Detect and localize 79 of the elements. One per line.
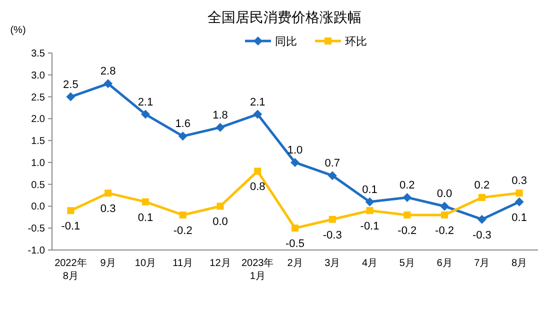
legend-label: 同比 xyxy=(275,35,297,48)
data-label: 0.3 xyxy=(512,175,527,188)
point xyxy=(292,224,298,232)
y-tick-label: 2.0 xyxy=(31,114,46,126)
x-tick-label: 8月 xyxy=(512,258,528,269)
y-axis-title: (%) xyxy=(10,25,26,36)
data-label: 0.1 xyxy=(138,212,154,224)
point xyxy=(178,132,188,141)
y-tick-label: 1.0 xyxy=(31,158,46,169)
point xyxy=(478,194,486,201)
y-tick-label: 2.5 xyxy=(31,92,46,104)
point xyxy=(365,197,374,206)
data-label: 0.8 xyxy=(250,181,266,194)
point xyxy=(440,202,450,211)
data-label: -0.5 xyxy=(286,238,304,250)
point xyxy=(142,198,149,206)
point xyxy=(328,171,337,180)
data-label: -0.2 xyxy=(435,224,454,237)
point xyxy=(404,211,411,218)
point xyxy=(290,158,300,167)
point xyxy=(477,214,486,224)
x-tick-label: 7月 xyxy=(474,258,490,269)
y-tick-label: 3.0 xyxy=(31,70,46,82)
data-label: 1.0 xyxy=(287,144,303,156)
data-label: -0.1 xyxy=(360,220,380,233)
data-label: 2.8 xyxy=(100,66,116,78)
point xyxy=(516,190,523,197)
x-tick-label: 2月 xyxy=(287,258,303,269)
data-label: 2.5 xyxy=(63,78,78,91)
point xyxy=(179,211,186,218)
x-tick-label: 4月 xyxy=(362,258,378,269)
y-tick-label: 0.5 xyxy=(31,180,46,191)
y-tick-label: -1.0 xyxy=(28,246,46,256)
point xyxy=(366,207,374,214)
x-tick-label: 10月 xyxy=(134,258,156,269)
data-label: 0.0 xyxy=(212,216,228,228)
point xyxy=(514,197,524,206)
y-tick-label: 0.0 xyxy=(31,202,46,213)
point xyxy=(441,211,448,218)
y-tick-label: 1.5 xyxy=(31,136,46,148)
legend-label: 环比 xyxy=(345,35,367,48)
data-label: 0.2 xyxy=(474,179,490,192)
data-label: -0.3 xyxy=(322,229,342,242)
x-tick-label: 3月 xyxy=(324,258,340,269)
data-label: 0.7 xyxy=(324,158,340,170)
data-label: -0.1 xyxy=(61,220,80,233)
point xyxy=(253,110,262,119)
x-tick-label: 9月 xyxy=(100,258,116,269)
data-label: 2.1 xyxy=(250,96,266,108)
data-label: -0.2 xyxy=(398,224,417,237)
y-tick-label: -0.5 xyxy=(28,224,46,235)
point xyxy=(216,122,225,132)
data-label: 0.3 xyxy=(100,203,116,216)
point xyxy=(254,168,262,175)
data-label: 0.0 xyxy=(436,188,452,200)
data-label: 0.1 xyxy=(512,212,527,224)
point xyxy=(66,92,76,102)
data-label: 2.1 xyxy=(138,96,154,108)
data-label: 1.8 xyxy=(212,109,228,122)
point xyxy=(216,202,224,210)
point xyxy=(140,110,150,119)
x-tick-label: 12月 xyxy=(210,258,231,269)
point xyxy=(402,192,412,202)
data-label: 0.1 xyxy=(362,184,378,196)
data-label: -0.3 xyxy=(472,229,492,242)
point xyxy=(328,216,336,223)
point xyxy=(104,190,112,197)
x-tick-label: 2022年 8月 xyxy=(54,257,87,282)
x-tick-label: 11月 xyxy=(172,258,194,269)
chart-title: 全国居民消费价格涨跌幅 xyxy=(208,9,362,25)
data-label: 1.6 xyxy=(175,118,190,130)
data-label: 0.2 xyxy=(400,179,415,192)
point xyxy=(67,207,74,214)
y-tick-label: 3.5 xyxy=(31,48,46,60)
x-tick-label: 2023年 1月 xyxy=(241,257,274,282)
x-tick-label: 6月 xyxy=(436,258,452,269)
data-label: -0.2 xyxy=(173,224,192,237)
x-tick-label: 5月 xyxy=(399,258,415,269)
point xyxy=(104,79,113,88)
